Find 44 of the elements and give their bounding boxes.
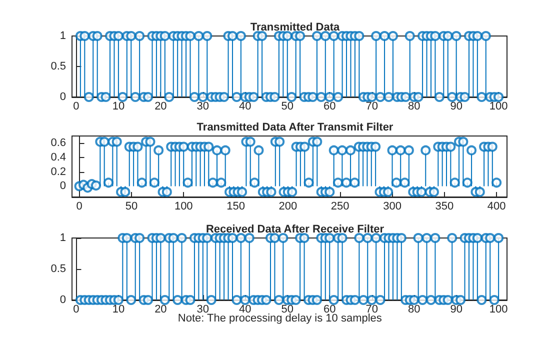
x-tick-label: 90 bbox=[450, 100, 462, 112]
x-tick-label: 30 bbox=[196, 100, 210, 112]
x-tick-label: 70 bbox=[366, 100, 378, 112]
x-tick-label: 200 bbox=[278, 200, 298, 212]
y-tick-label: 0 bbox=[60, 180, 66, 192]
x-tick-label: 400 bbox=[487, 200, 506, 212]
y-tick-label: 0 bbox=[60, 91, 66, 103]
x-tick-label: 40 bbox=[239, 304, 252, 316]
x-tick-label: 350 bbox=[435, 200, 454, 212]
y-tick-label: 0.2 bbox=[50, 166, 66, 178]
x-tick-label: 250 bbox=[330, 200, 350, 212]
x-tick-label: 30 bbox=[196, 304, 210, 316]
x-tick-label: 40 bbox=[239, 100, 252, 112]
x-tick-label: 50 bbox=[281, 304, 294, 316]
x-tick-label: 20 bbox=[154, 100, 167, 112]
x-tick-label: 0 bbox=[73, 304, 80, 316]
chart-title: Transmitted Data bbox=[250, 22, 341, 34]
y-tick-label: 1 bbox=[60, 30, 66, 42]
x-tick-label: 100 bbox=[174, 200, 193, 212]
y-tick-label: 1 bbox=[60, 232, 66, 244]
x-tick-label: 0 bbox=[76, 200, 82, 212]
y-tick-label: 0.4 bbox=[50, 152, 66, 164]
x-tick-label: 100 bbox=[489, 304, 508, 316]
y-tick-label: 0.6 bbox=[50, 137, 66, 150]
text: Note: The processing delay is 10 samples bbox=[178, 312, 382, 324]
x-tick-label: 10 bbox=[112, 100, 125, 112]
x-tick-label: 50 bbox=[125, 200, 138, 212]
chart-title: Transmitted Data After Transmit Filter bbox=[196, 122, 394, 134]
x-tick-label: 300 bbox=[383, 200, 402, 212]
chart-title: Received Data After Receive Filter bbox=[206, 224, 385, 236]
x-tick-label: 10 bbox=[112, 304, 125, 316]
y-tick-label: 0 bbox=[60, 294, 66, 306]
x-tick-label: 60 bbox=[323, 100, 336, 112]
x-tick-label: 100 bbox=[489, 100, 508, 112]
x-tick-label: 0 bbox=[73, 100, 80, 112]
x-tick-label: 70 bbox=[366, 304, 378, 316]
y-tick-label: 0.5 bbox=[50, 263, 66, 275]
x-tick-label: 90 bbox=[450, 304, 462, 316]
x-tick-label: 80 bbox=[408, 100, 420, 112]
x-tick-label: 80 bbox=[408, 304, 420, 316]
y-tick-label: 0.5 bbox=[50, 60, 66, 72]
x-tick-label: 50 bbox=[281, 100, 294, 112]
x-tick-label: 150 bbox=[226, 200, 245, 212]
x-tick-label: 20 bbox=[154, 304, 167, 316]
